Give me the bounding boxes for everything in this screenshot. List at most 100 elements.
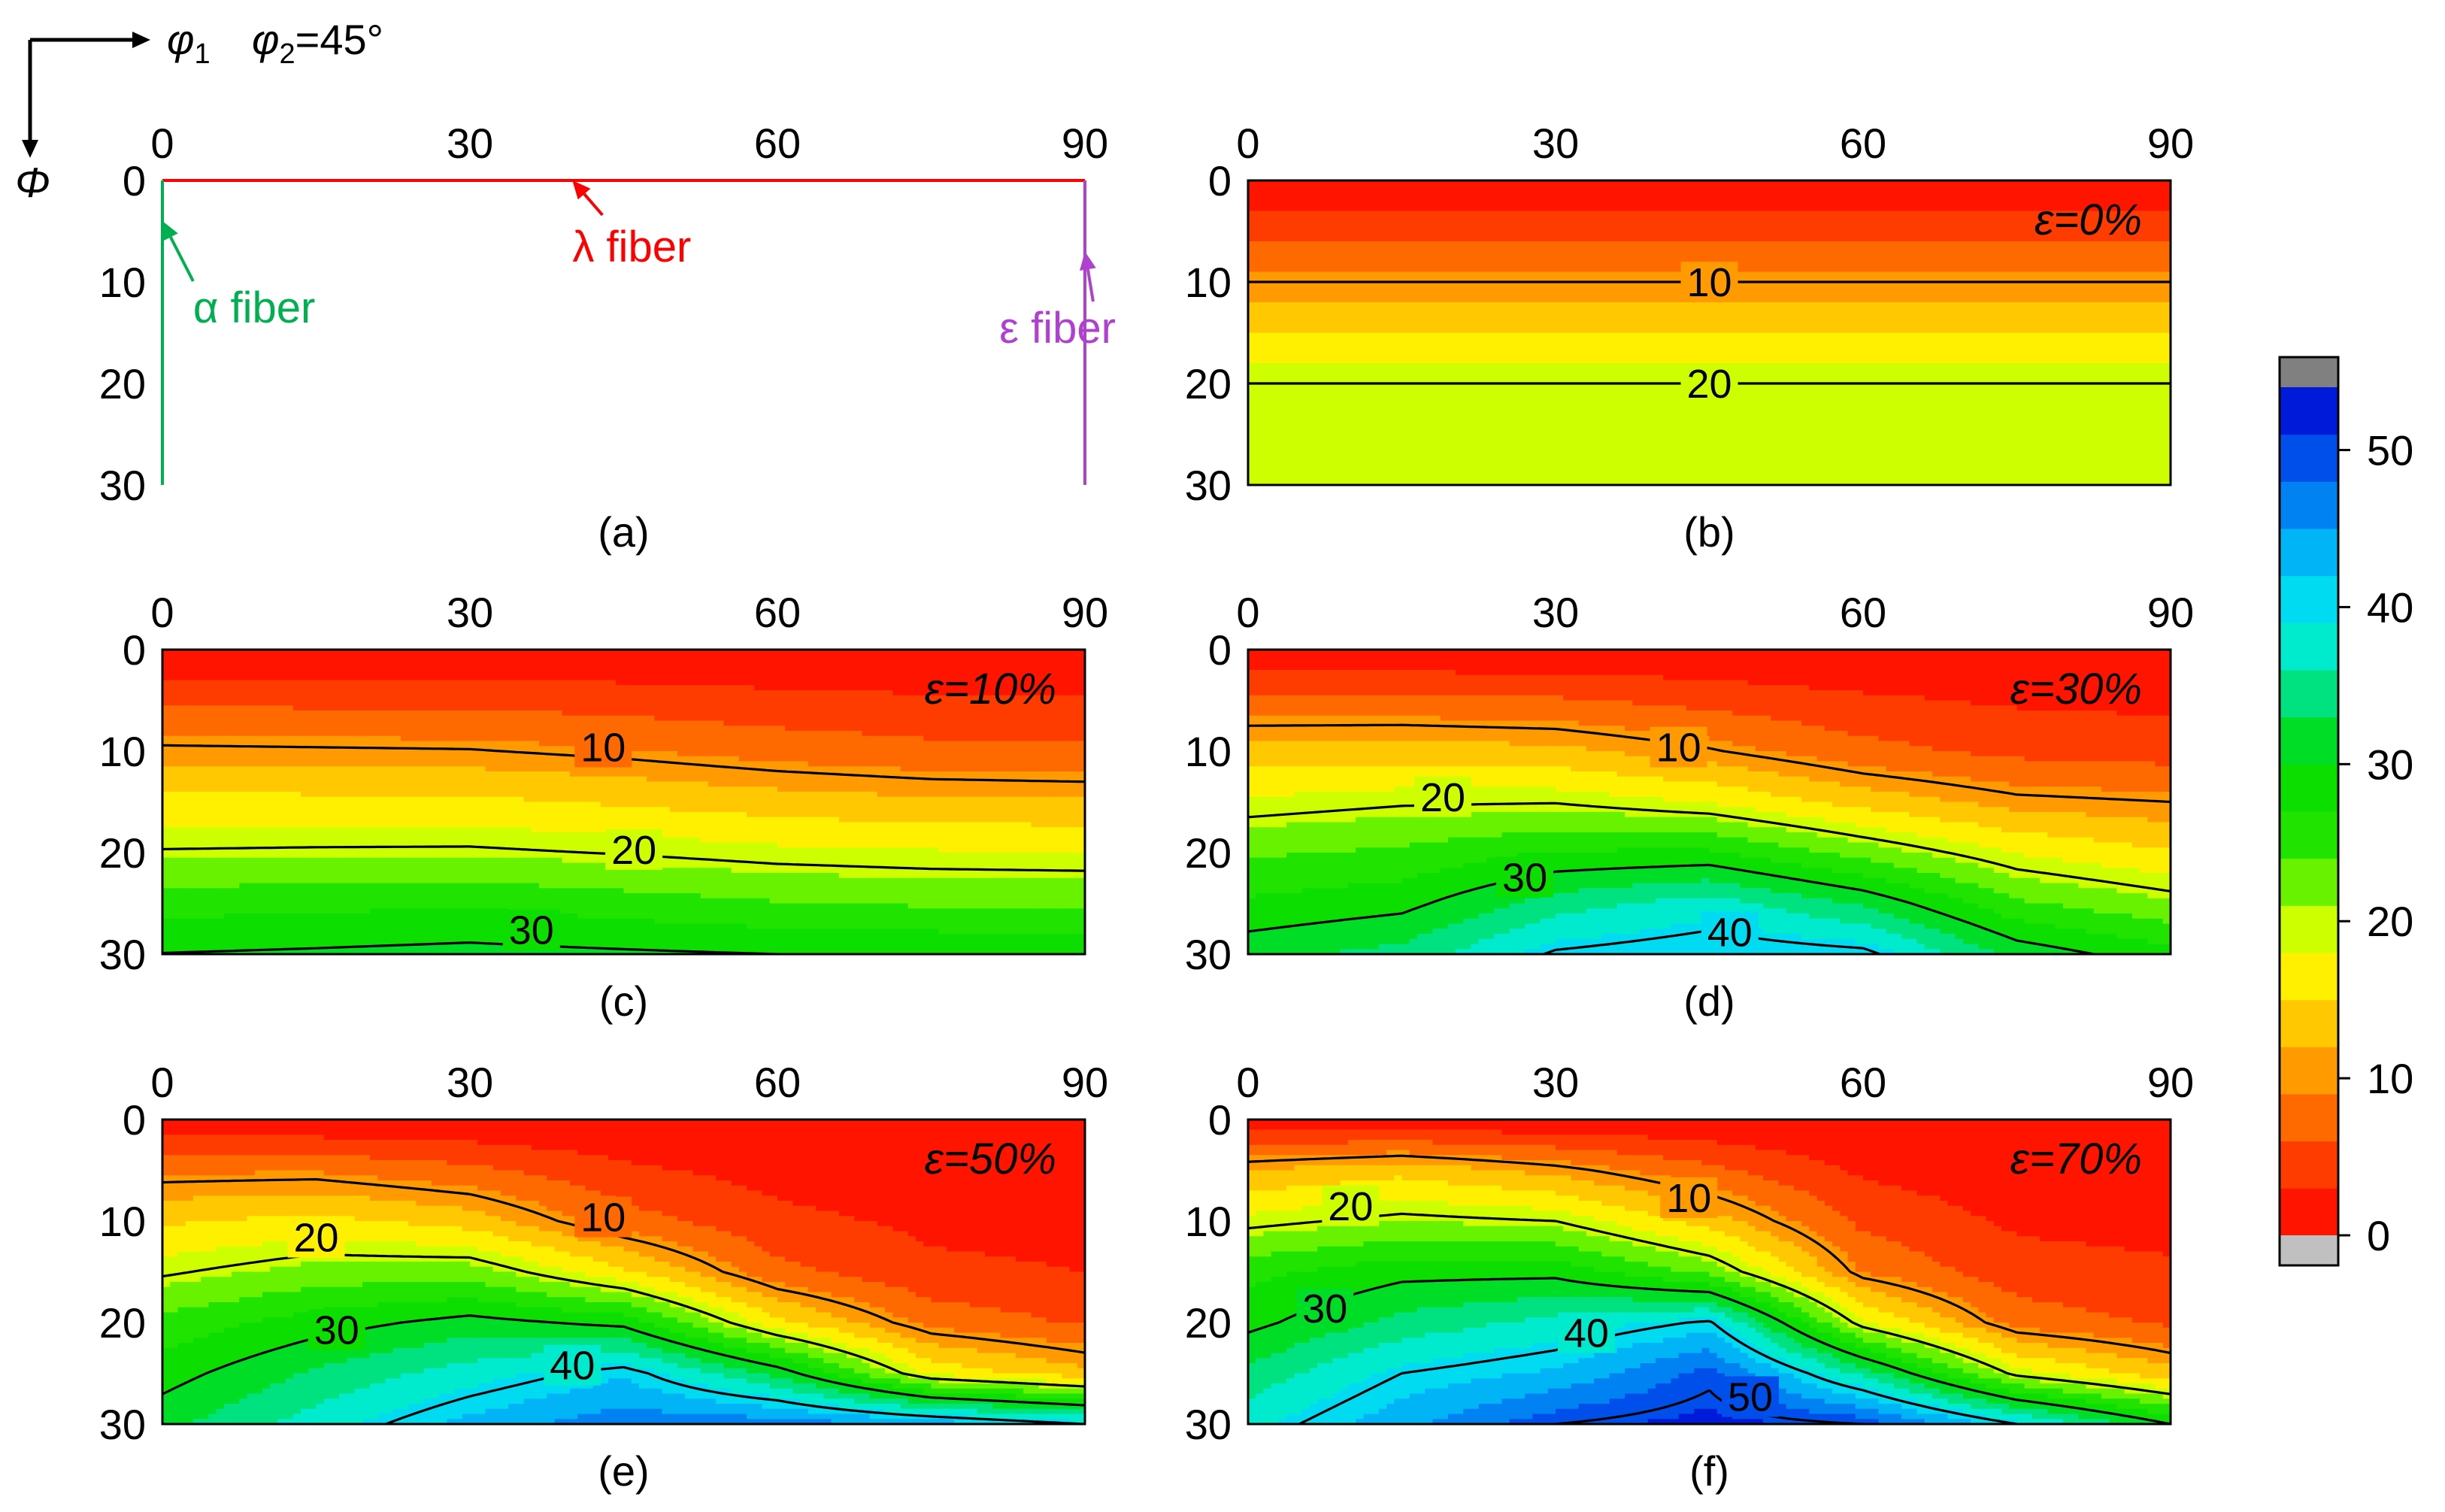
contour-cell (1501, 262, 1510, 268)
contour-cell (1771, 332, 1780, 338)
contour-cell (2031, 201, 2041, 207)
contour-cell (1694, 343, 1702, 349)
contour-cell (2001, 277, 2010, 283)
contour-cell (2001, 221, 2010, 227)
contour-cell (1486, 231, 1495, 237)
contour-cell (2140, 368, 2148, 374)
contour-cell (1540, 201, 1549, 207)
contour-cell (1416, 383, 1425, 389)
contour-cell (1547, 277, 1556, 283)
contour-cell (1616, 358, 1625, 364)
contour-cell (1594, 368, 1602, 374)
contour-cell (1416, 347, 1425, 354)
contour-cell (2086, 312, 2095, 318)
contour-cell (1440, 338, 1449, 344)
contour-cell (1440, 317, 1449, 323)
contour-cell (1456, 373, 1464, 379)
contour-cell (2016, 195, 2025, 201)
contour-cell (1824, 292, 1833, 298)
contour-cell (2055, 226, 2064, 232)
contour-cell (1809, 246, 1818, 253)
contour-cell (1863, 383, 1871, 389)
contour-cell (2078, 266, 2087, 273)
x-tick-label: 30 (447, 120, 493, 167)
contour-cell (1716, 312, 1725, 318)
contour-cell (1371, 262, 1380, 268)
contour-cell (1771, 302, 1780, 308)
contour-cell (1701, 190, 1710, 196)
contour-cell (2086, 332, 2095, 338)
contour-cell (1356, 353, 1364, 359)
contour-cell (1871, 378, 1880, 384)
contour-cell (1578, 378, 1587, 384)
contour-cell (1640, 317, 1649, 323)
contour-cell (1824, 378, 1833, 384)
contour-cell (1747, 180, 1756, 186)
contour-cell (1463, 347, 1472, 354)
contour-cell (1986, 271, 1995, 277)
contour-cell (1924, 312, 1933, 318)
contour-cell (1940, 195, 1949, 201)
contour-cell (1962, 190, 1971, 196)
contour-cell (1447, 241, 1456, 247)
contour-cell (1509, 332, 1518, 338)
contour-cell (1871, 205, 1880, 212)
contour-cell (2109, 236, 2118, 242)
contour-cell (1594, 363, 1602, 369)
contour-cell (1456, 383, 1464, 389)
contour-cell (2116, 190, 2125, 196)
contour-cell (1655, 201, 1664, 207)
contour-cell (1394, 201, 1403, 207)
contour-cell (1432, 358, 1441, 364)
contour-cell (1416, 256, 1425, 262)
contour-cell (1416, 241, 1425, 247)
contour-cell (1416, 211, 1425, 217)
contour-cell (1263, 317, 1272, 323)
contour-cell (2078, 180, 2087, 186)
contour-cell (1647, 236, 1656, 242)
contour-cell (1816, 205, 1825, 212)
contour-cell (1363, 185, 1372, 192)
contour-cell (1816, 226, 1825, 232)
contour-cell (1755, 312, 1764, 318)
contour-cell (1525, 185, 1533, 192)
contour-cell (1801, 205, 1810, 212)
contour-cell (1632, 266, 1641, 273)
contour-cell (1893, 266, 1902, 273)
contour-cell (1632, 363, 1641, 369)
contour-cell (1263, 338, 1272, 344)
contour-cell (1893, 347, 1902, 354)
contour-cell (1940, 190, 1949, 196)
contour-cell (1563, 277, 1572, 283)
contour-cell (1878, 312, 1887, 318)
contour-cell (1432, 180, 1441, 186)
contour-cell (1893, 221, 1902, 227)
contour-cell (1801, 262, 1810, 268)
contour-cell (2116, 383, 2125, 389)
contour-cell (1778, 211, 1787, 217)
contour-cell (1471, 221, 1480, 227)
contour-cell (1532, 195, 1541, 201)
contour-cell (1394, 271, 1403, 277)
contour-cell (1463, 302, 1472, 308)
contour-cell (2055, 302, 2064, 308)
contour-cell (1263, 353, 1272, 359)
contour-cell (1556, 256, 1564, 262)
contour-cell (1878, 317, 1887, 323)
contour-cell (1924, 185, 1933, 192)
contour-cell (1378, 292, 1387, 298)
contour-cell (1301, 266, 1310, 273)
contour-cell (1916, 266, 1925, 273)
contour-cell (1986, 241, 1995, 247)
contour-cell (1456, 201, 1464, 207)
contour-cell (2162, 190, 2171, 196)
contour-cell (1440, 211, 1449, 217)
contour-cell (1947, 297, 1956, 303)
contour-cell (1832, 256, 1841, 262)
contour-cell (1386, 246, 1395, 253)
contour-cell (1816, 317, 1825, 323)
contour-cell (1463, 312, 1472, 318)
contour-cell (1663, 190, 1671, 196)
contour-cell (1686, 317, 1695, 323)
contour-cell (1525, 338, 1533, 344)
